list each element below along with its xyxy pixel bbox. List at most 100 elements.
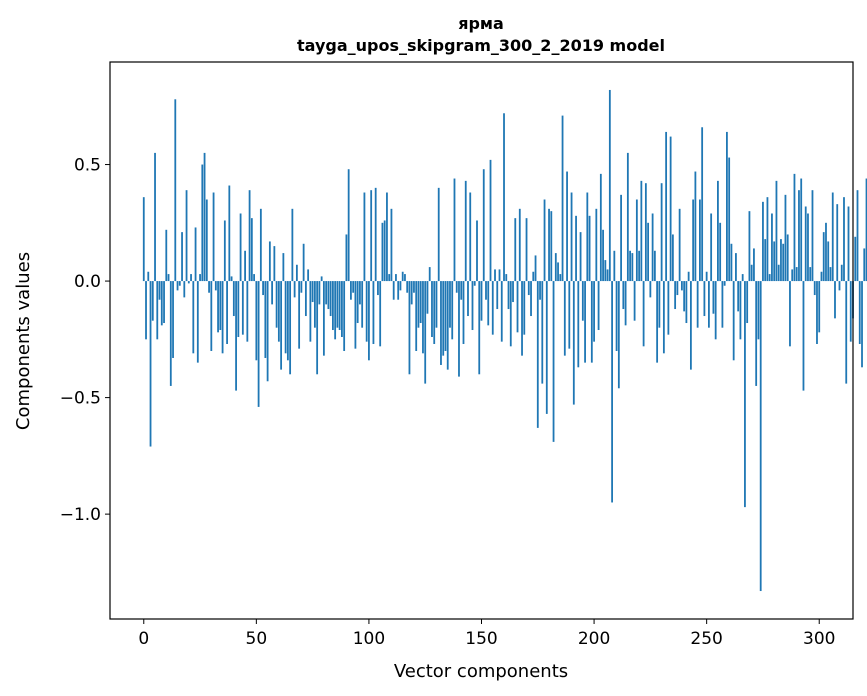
bar (807, 213, 809, 282)
bar (444, 281, 447, 351)
bar (847, 206, 850, 282)
bar (512, 281, 514, 303)
bar (356, 281, 359, 324)
bar (295, 264, 298, 282)
bar (266, 281, 269, 382)
bar (667, 281, 670, 335)
bar (352, 281, 355, 293)
bar (167, 274, 170, 282)
bar (746, 281, 749, 324)
bar (730, 243, 733, 282)
bar (426, 281, 429, 314)
bar (678, 208, 681, 282)
bar (500, 281, 503, 342)
bar (345, 234, 348, 282)
y-tick-label: −1.0 (60, 505, 101, 525)
bar (322, 281, 325, 356)
bar (437, 187, 440, 282)
bar (487, 281, 490, 326)
bar (521, 281, 523, 356)
bar (611, 281, 613, 503)
bar (341, 281, 343, 337)
y-axis-label: Components values (13, 252, 34, 430)
bar (822, 232, 825, 282)
bar (579, 232, 582, 282)
bar (480, 281, 483, 321)
bar (237, 281, 240, 337)
bar (615, 281, 618, 351)
chart-title: ярма (458, 14, 504, 33)
bar (476, 220, 478, 282)
bar (782, 243, 785, 282)
bar (446, 281, 449, 370)
bar (442, 281, 445, 356)
bar (642, 281, 645, 347)
bar (800, 178, 803, 282)
bar (602, 229, 604, 282)
bar (674, 281, 677, 310)
bar (737, 281, 740, 312)
bar (163, 281, 165, 324)
bar (739, 281, 742, 340)
bar (757, 281, 760, 340)
bar (845, 281, 848, 384)
bar (726, 131, 728, 282)
bar (811, 190, 814, 282)
bar (816, 281, 818, 344)
bar (827, 241, 830, 282)
bar (291, 208, 294, 282)
bar (658, 281, 661, 328)
bar (649, 281, 652, 298)
bar (300, 281, 303, 293)
bar (561, 115, 564, 282)
bar (244, 250, 246, 282)
bar (464, 180, 467, 282)
bar (408, 281, 411, 375)
bar (728, 157, 731, 282)
bar (397, 281, 400, 300)
bar (228, 185, 231, 282)
bar (302, 243, 305, 282)
bar (705, 271, 708, 282)
bar (777, 264, 780, 282)
bar (849, 281, 852, 342)
bar (624, 281, 627, 326)
bar (286, 281, 289, 361)
bar (622, 281, 625, 310)
bar (545, 281, 548, 414)
bar (552, 281, 555, 442)
bar (584, 281, 586, 363)
bar (656, 281, 659, 363)
bar (361, 281, 364, 328)
bar (415, 281, 418, 351)
bar (570, 192, 573, 282)
bar (539, 281, 541, 300)
bar (559, 274, 562, 282)
y-tick-label: 0.5 (74, 156, 101, 176)
bar (694, 171, 697, 282)
bar (566, 171, 568, 282)
bar (843, 197, 845, 282)
bar (149, 281, 152, 447)
bar (478, 281, 481, 375)
bar (388, 274, 391, 282)
bar (165, 229, 168, 282)
bar (626, 152, 629, 282)
bar (773, 241, 776, 282)
bar (174, 99, 177, 282)
bar (467, 281, 469, 317)
bar (458, 281, 460, 377)
bar (536, 281, 539, 428)
bar (419, 281, 422, 324)
bar (210, 281, 213, 351)
plot-frame (109, 61, 854, 620)
chart-subtitle: tayga_upos_skipgram_300_2_2019 model (297, 36, 665, 55)
bar (644, 183, 647, 282)
bar (151, 281, 154, 321)
bar (208, 281, 210, 293)
x-tick-label: 300 (803, 629, 835, 649)
bar (354, 281, 357, 349)
bar (482, 169, 485, 282)
bar (861, 281, 863, 368)
